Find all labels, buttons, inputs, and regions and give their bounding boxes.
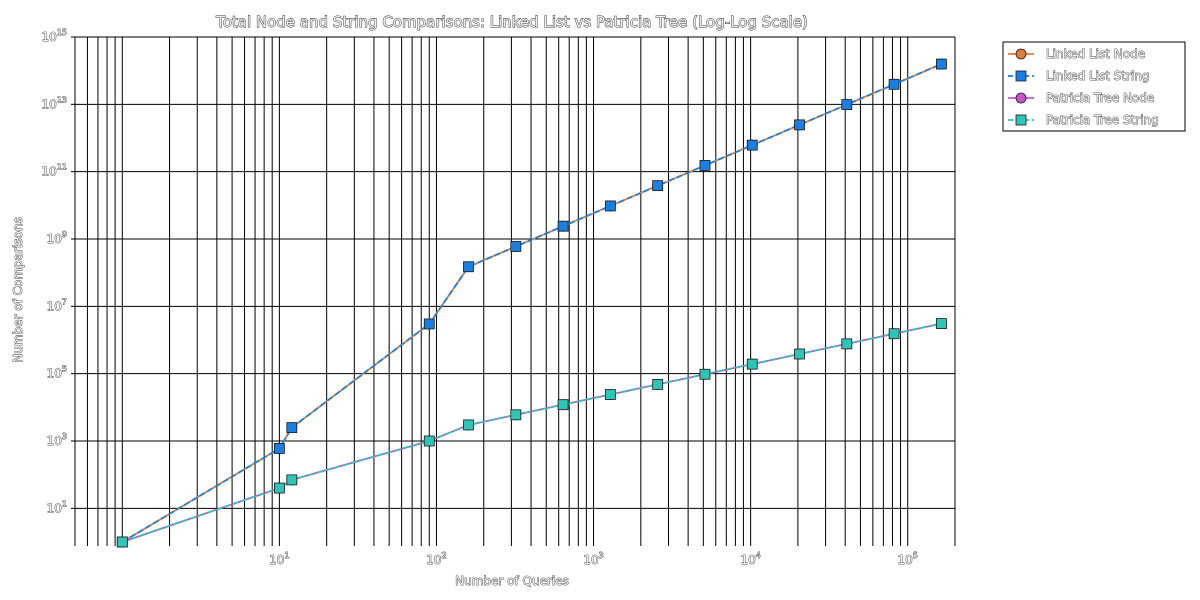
data-point <box>888 78 900 90</box>
legend-label: Linked List Node <box>1046 47 1145 61</box>
y-tick-label: 107 <box>47 297 67 313</box>
data-point <box>746 139 758 151</box>
y-tick-label: 103 <box>47 432 67 448</box>
x-axis-label: Number of Queries <box>455 574 569 588</box>
legend-label: Linked List String <box>1046 69 1150 83</box>
x-tick-label: 101 <box>269 551 289 567</box>
series-patricia-tree-node <box>116 318 947 548</box>
data-point <box>510 409 522 421</box>
data-point <box>423 435 435 447</box>
data-point <box>273 482 285 494</box>
y-tick-label: 1015 <box>42 28 67 44</box>
x-tick-label: 102 <box>426 551 446 567</box>
data-point <box>888 328 900 340</box>
data-point <box>510 241 522 252</box>
data-point <box>699 368 711 380</box>
series-linked-list-node <box>116 58 947 548</box>
y-tick-label: 109 <box>47 230 67 246</box>
chart-title: Total Node and String Comparisons: Linke… <box>215 13 808 31</box>
legend-entry: Patricia Tree String <box>1008 113 1159 127</box>
data-point <box>652 378 664 390</box>
y-tick-label: 105 <box>47 365 67 381</box>
series-linked-list-string <box>116 58 947 548</box>
series-layer <box>116 58 947 548</box>
legend-entry: Linked List String <box>1008 69 1150 83</box>
data-point <box>841 338 853 350</box>
data-point <box>604 200 616 212</box>
series-line <box>121 63 942 543</box>
legend-label: Patricia Tree Node <box>1046 91 1154 105</box>
data-point <box>463 419 474 431</box>
data-point <box>557 399 569 411</box>
legend-marker <box>1015 48 1027 60</box>
series-patricia-tree-string <box>116 318 947 548</box>
data-point <box>557 220 569 232</box>
data-point <box>286 474 298 486</box>
legend-items: Linked List Node Linked List String Patric… <box>1008 47 1159 127</box>
x-tick-label: 105 <box>898 551 918 567</box>
data-point <box>746 358 758 370</box>
series-line <box>121 63 942 543</box>
data-point <box>794 348 805 360</box>
legend: Linked List Node Linked List String Patric… <box>1002 41 1186 132</box>
data-point <box>423 318 435 330</box>
data-point <box>286 422 298 434</box>
data-point <box>652 180 664 192</box>
y-axis-label: Number of Comparisons <box>11 217 25 363</box>
x-tick-label: 103 <box>583 551 603 567</box>
legend-marker <box>1015 92 1027 104</box>
data-point <box>935 58 947 70</box>
legend-entry: Patricia Tree Node <box>1008 91 1155 105</box>
grid <box>74 36 956 542</box>
axis-ticks: 101 103 105 107 109 1011 1013 1015 101 102 103 104 1… <box>41 28 956 567</box>
legend-box <box>1002 41 1186 132</box>
legend-marker <box>1015 70 1027 82</box>
y-tick-label: 1013 <box>42 95 67 111</box>
x-tick-label: 104 <box>740 551 760 567</box>
series-line <box>121 322 942 543</box>
y-tick-label: 1011 <box>42 163 67 179</box>
series-line <box>121 322 942 543</box>
data-point <box>116 536 128 548</box>
data-point <box>463 261 474 273</box>
legend-entry: Linked List Node <box>1008 47 1145 61</box>
data-point <box>273 443 285 454</box>
data-point <box>699 159 711 171</box>
data-point <box>604 389 616 400</box>
legend-marker <box>1015 114 1027 126</box>
data-point <box>841 99 853 110</box>
y-tick-label: 101 <box>47 499 67 515</box>
legend-label: Patricia Tree String <box>1046 113 1159 127</box>
data-point <box>935 318 947 329</box>
data-point <box>794 119 805 131</box>
